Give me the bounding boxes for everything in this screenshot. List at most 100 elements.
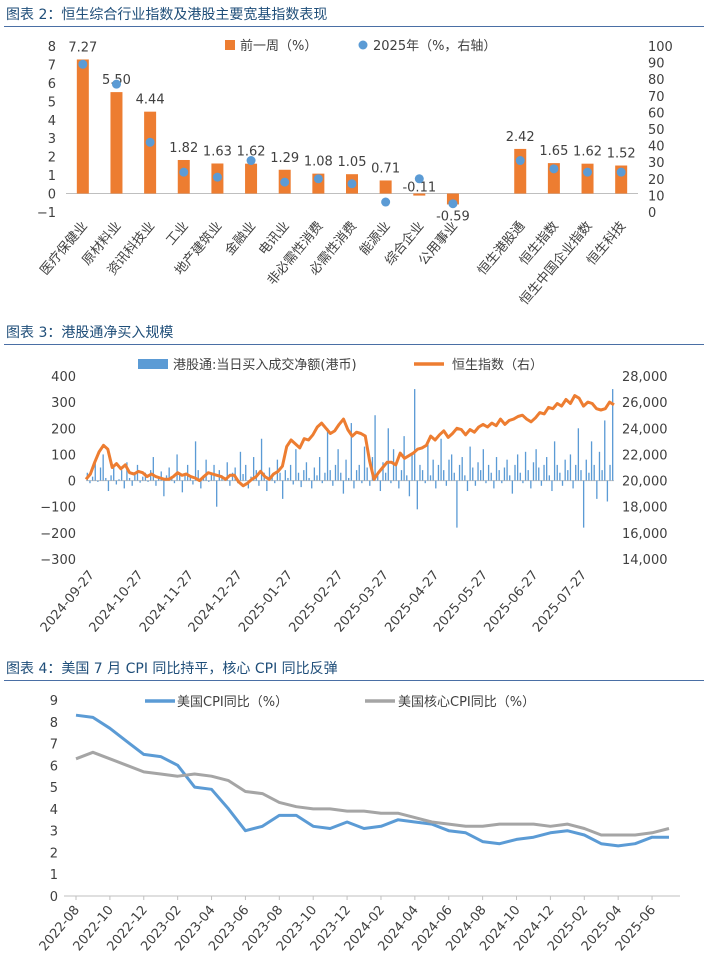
legend-label: 前一周（%） (240, 38, 317, 54)
scatter-point (78, 59, 88, 69)
bar (514, 148, 527, 194)
flow-bar (398, 480, 400, 489)
scatter-point (448, 199, 458, 209)
flow-bar (350, 423, 352, 481)
flow-bar (189, 477, 191, 481)
flow-bar (395, 464, 397, 481)
flow-bar (311, 480, 313, 489)
flow-bar (532, 462, 535, 481)
flow-bar (416, 480, 418, 510)
flow-bar (157, 477, 160, 481)
y2-tick-label: 60 (648, 106, 665, 121)
flow-bar (495, 457, 498, 481)
flow-bar (155, 480, 157, 486)
legend-swatch (358, 40, 368, 50)
flow-bar (377, 475, 379, 481)
flow-bar (480, 470, 482, 481)
y-tick-label: 9 (50, 694, 58, 709)
figure-title: 图表 4：美国 7 月 CPI 同比持平，核心 CPI 同比反弹 (6, 661, 338, 677)
data-label: 4.44 (136, 93, 165, 108)
flow-bar (366, 467, 368, 481)
flow-bar (192, 480, 194, 485)
flow-bar (501, 480, 503, 484)
y2-tick-label: 100 (648, 40, 673, 55)
flow-bar (511, 480, 514, 494)
y-tick-label: 2 (50, 846, 58, 861)
flow-bar (606, 480, 609, 502)
flow-bar (387, 428, 389, 481)
flow-bar (313, 467, 316, 481)
scatter-point (616, 167, 626, 177)
flow-bar (287, 477, 289, 481)
y2-tick-label: 10 (648, 189, 665, 204)
flow-bar (152, 457, 154, 481)
flow-bar (102, 454, 104, 481)
flow-bar (466, 480, 469, 492)
southbound-combo-chart: −300 −200 −100 0 100 200 300 400 14,000 16,000 18,… (38, 357, 668, 635)
data-label: 1.52 (607, 147, 636, 162)
data-label: 2.42 (506, 130, 535, 145)
flow-bar (474, 480, 477, 486)
flow-bar (355, 470, 358, 481)
flow-bar (585, 459, 587, 481)
y-tick-label: 8 (50, 716, 58, 731)
flow-bar (337, 449, 339, 481)
flow-bar (384, 472, 387, 481)
bar (144, 111, 157, 194)
flow-bar (282, 480, 284, 499)
flow-bar (374, 415, 376, 481)
flow-bar (316, 475, 318, 481)
y2-tick-label: 14,000 (622, 553, 668, 568)
legend-label: 港股通:当日买入成交净额(港币) (173, 357, 357, 373)
y-tick-label: −200 (40, 527, 76, 542)
y-tick-label: 1 (48, 169, 56, 184)
flow-bar (115, 480, 118, 485)
flow-bar (268, 467, 271, 481)
flow-bar (91, 476, 94, 481)
scatter-point (212, 172, 222, 182)
flow-bar (292, 480, 294, 485)
bar (379, 180, 392, 194)
y-tick-label: 6 (50, 759, 58, 774)
flow-bar (527, 470, 529, 481)
flow-bar (184, 474, 186, 481)
flow-bar (596, 480, 598, 499)
flow-bar (160, 471, 162, 481)
flow-bar (348, 477, 350, 481)
flow-bar (522, 480, 524, 484)
flow-bar (297, 472, 300, 481)
flow-bar (131, 480, 133, 486)
flow-bar (450, 454, 453, 481)
flow-bar (99, 467, 102, 481)
flow-bar (519, 472, 521, 481)
y-tick-label: 100 (51, 448, 76, 463)
flow-bar (472, 467, 474, 481)
flow-bar (266, 480, 268, 492)
legend-label: 美国CPI同比（%） (177, 695, 288, 710)
flow-bar (318, 457, 321, 481)
flow-bar (89, 480, 91, 484)
flow-bar (258, 480, 260, 486)
flow-bar (540, 480, 543, 486)
data-label: 1.65 (539, 144, 568, 159)
flow-bar (432, 459, 434, 481)
flow-bar (173, 480, 176, 484)
flow-bar (485, 480, 487, 484)
flow-bar (437, 464, 440, 481)
flow-bar (134, 474, 136, 481)
flow-bar (147, 480, 149, 482)
flow-bar (580, 470, 582, 481)
flow-bar (424, 480, 426, 484)
flow-bar (490, 472, 492, 481)
flow-bar (305, 462, 308, 481)
y-tick-label: 5 (48, 95, 56, 110)
flow-bar (226, 462, 228, 481)
figure-us-cpi: 图表 4：美国 7 月 CPI 同比持平，核心 CPI 同比反弹 0 1 2 3 4 5 6… (0, 654, 708, 964)
flow-bar (216, 480, 218, 507)
flow-bar (353, 480, 355, 489)
flow-bar (200, 480, 202, 489)
flow-bar (406, 475, 408, 481)
y2-tick-label: 26,000 (622, 396, 668, 411)
flow-bar (551, 480, 553, 492)
flow-bar (408, 480, 411, 497)
